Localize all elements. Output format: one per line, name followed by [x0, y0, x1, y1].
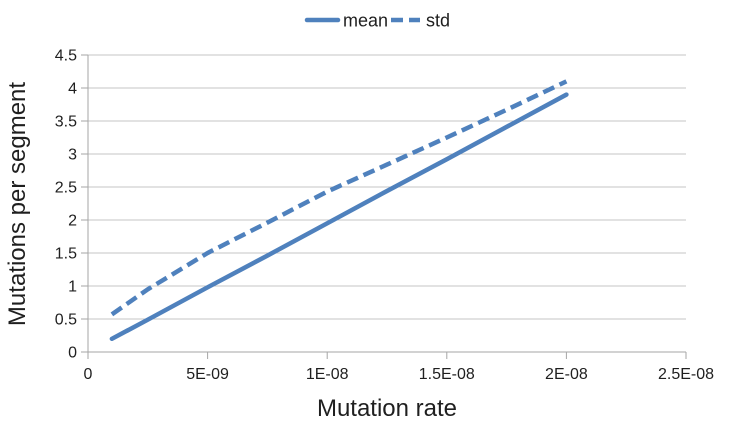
- x-axis-tick-label: 5E-09: [186, 366, 229, 383]
- x-axis-title: Mutation rate: [317, 395, 457, 422]
- y-axis-title: Mutations per segment: [4, 82, 31, 326]
- y-axis-tick-label: 0.5: [55, 312, 77, 329]
- legend-label-std: std: [426, 10, 450, 30]
- y-axis-tick-label: 1: [68, 279, 77, 296]
- chart-legend: mean std: [304, 10, 450, 30]
- series-line-std: [110, 79, 568, 317]
- y-axis-tick-label: 4.5: [55, 48, 77, 65]
- x-axis-tick-label: 2E-08: [545, 366, 588, 383]
- x-axis-tick-label: 1.5E-08: [419, 366, 475, 383]
- y-axis-tick-label: 3.5: [55, 114, 77, 131]
- y-axis-tick-label: 2.5: [55, 180, 77, 197]
- y-axis-tick-label: 2: [68, 213, 77, 230]
- legend-label-mean: mean: [343, 10, 388, 30]
- y-axis-tick-label: 1.5: [55, 246, 77, 263]
- x-axis-tick-label: 1E-08: [306, 366, 349, 383]
- x-axis-tick-label: 2.5E-08: [658, 366, 714, 383]
- y-axis-tick-label: 0: [68, 345, 77, 362]
- x-axis-tick-label: 0: [84, 366, 93, 383]
- y-axis-tick-label: 4: [68, 81, 77, 98]
- series-line-mean: [109, 92, 569, 342]
- y-axis-tick-label: 3: [68, 147, 77, 164]
